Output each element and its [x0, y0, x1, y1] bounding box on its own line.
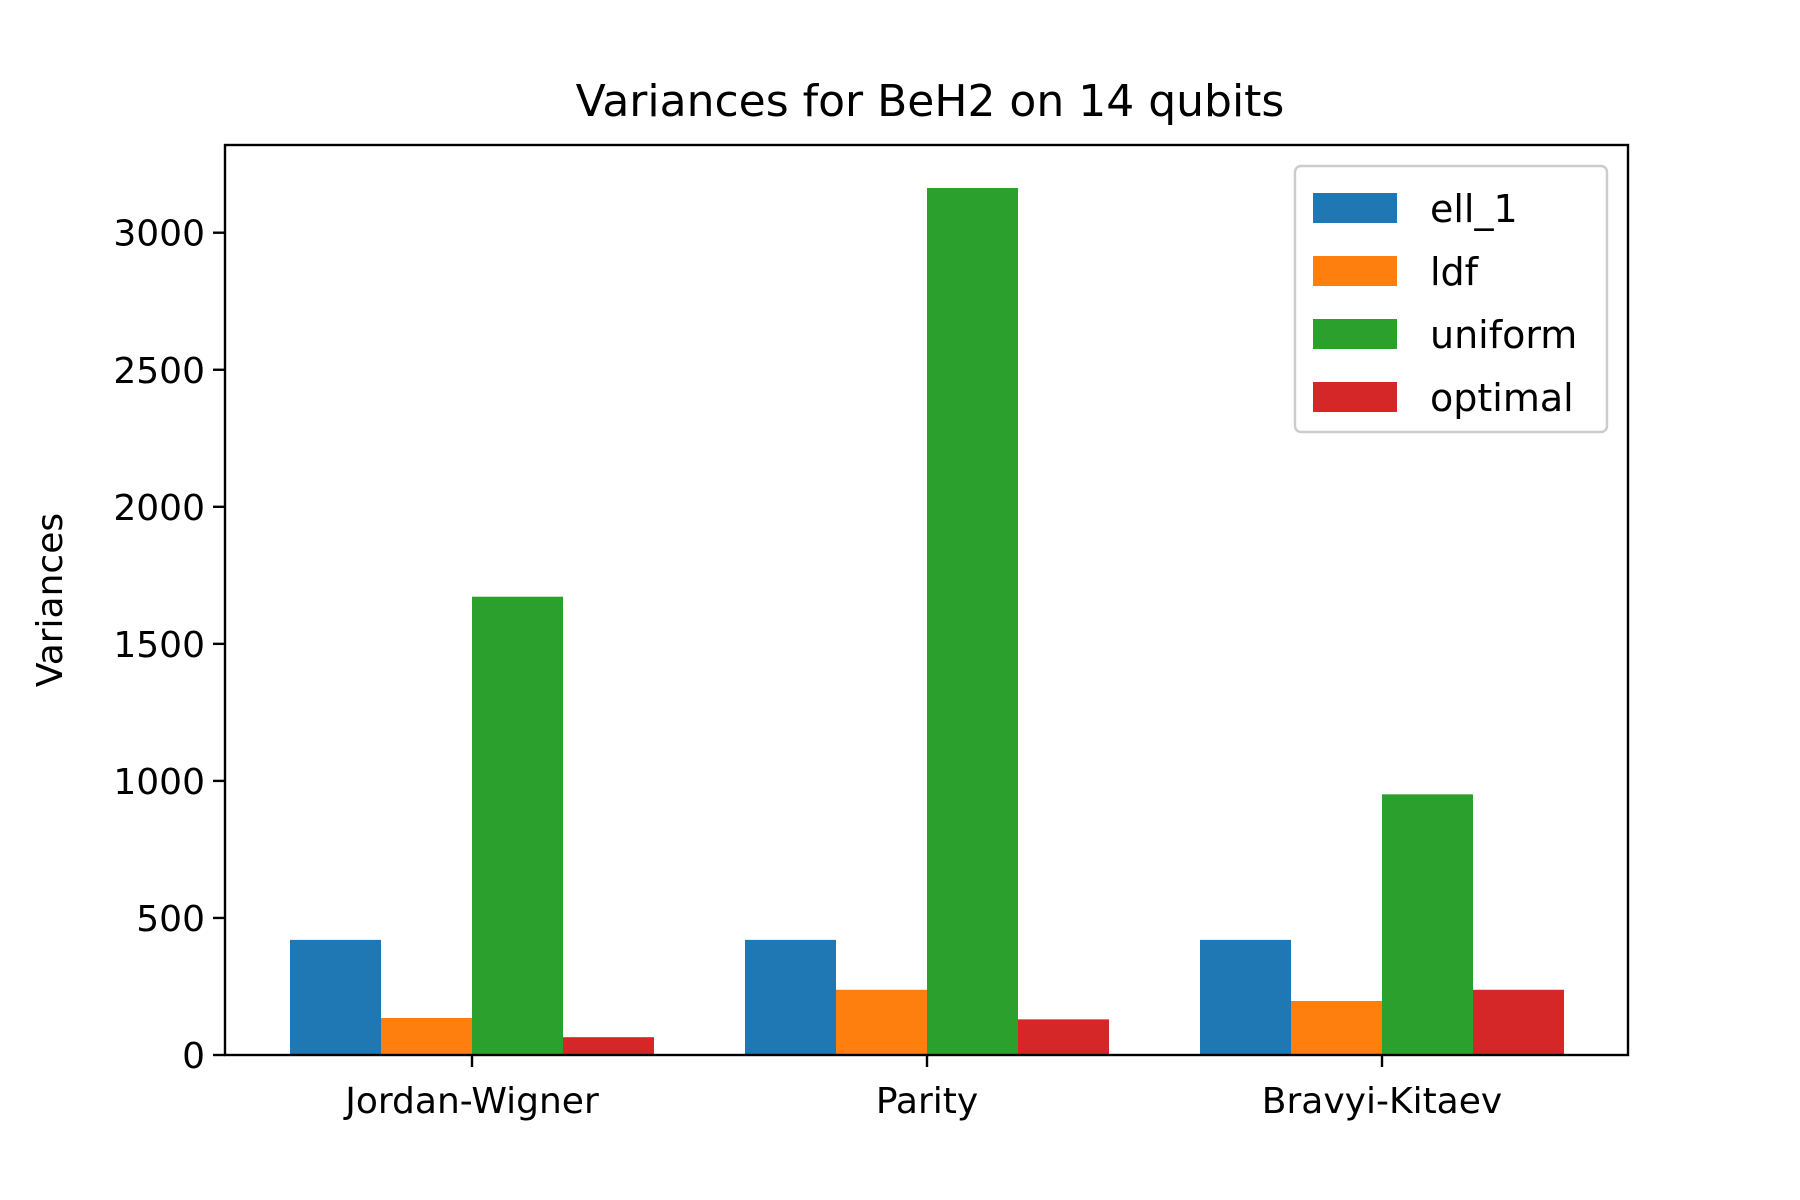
bar-optimal-parity — [1018, 1019, 1109, 1055]
x-tick-label: Jordan-Wigner — [343, 1081, 599, 1122]
x-axis-ticks: Jordan-Wigner Parity Bravyi-Kitaev — [343, 1055, 1502, 1122]
bar-optimal-bravyi-kitaev — [1473, 989, 1564, 1055]
y-tick-label: 2500 — [113, 351, 205, 392]
bar-ldf-jordan-wigner — [381, 1017, 472, 1055]
bar-ldf-parity — [836, 989, 927, 1055]
x-tick-label: Parity — [876, 1081, 978, 1122]
bar-uniform-jordan-wigner — [472, 596, 563, 1055]
bar-ell-1-parity — [745, 939, 836, 1055]
legend-swatch-optimal — [1313, 382, 1397, 412]
legend-swatch-uniform — [1313, 319, 1397, 349]
y-tick-label: 1000 — [113, 762, 205, 803]
bar-uniform-parity — [927, 188, 1018, 1055]
plot-area-frame — [223, 143, 1630, 1057]
chart-title: Variances for BeH2 on 14 qubits — [576, 76, 1285, 127]
bar-optimal-jordan-wigner — [563, 1037, 654, 1055]
y-tick-label: 1500 — [113, 625, 205, 666]
legend-swatch-ldf — [1313, 256, 1397, 286]
legend-label-uniform: uniform — [1430, 313, 1577, 357]
y-tick-label: 2000 — [113, 488, 205, 529]
y-tick-label: 0 — [182, 1036, 205, 1077]
bar-uniform-bravyi-kitaev — [1382, 794, 1473, 1055]
legend-label-ell-1: ell_1 — [1430, 187, 1518, 231]
bar-ell-1-jordan-wigner — [290, 939, 381, 1055]
bars-group — [290, 188, 1564, 1055]
legend-swatch-ell-1 — [1313, 193, 1397, 223]
y-axis-label: Variances — [30, 513, 71, 687]
bar-ldf-bravyi-kitaev — [1291, 1001, 1382, 1055]
y-tick-label: 500 — [136, 899, 205, 940]
legend-label-optimal: optimal — [1430, 376, 1574, 420]
y-axis-ticks: 0 500 1000 1500 2000 2500 3000 — [113, 214, 225, 1077]
legend-box — [1293, 164, 1609, 434]
bar-ell-1-bravyi-kitaev — [1200, 939, 1291, 1055]
legend-label-ldf: ldf — [1430, 250, 1480, 294]
y-tick-label: 3000 — [113, 214, 205, 255]
x-tick-label: Bravyi-Kitaev — [1262, 1081, 1502, 1122]
